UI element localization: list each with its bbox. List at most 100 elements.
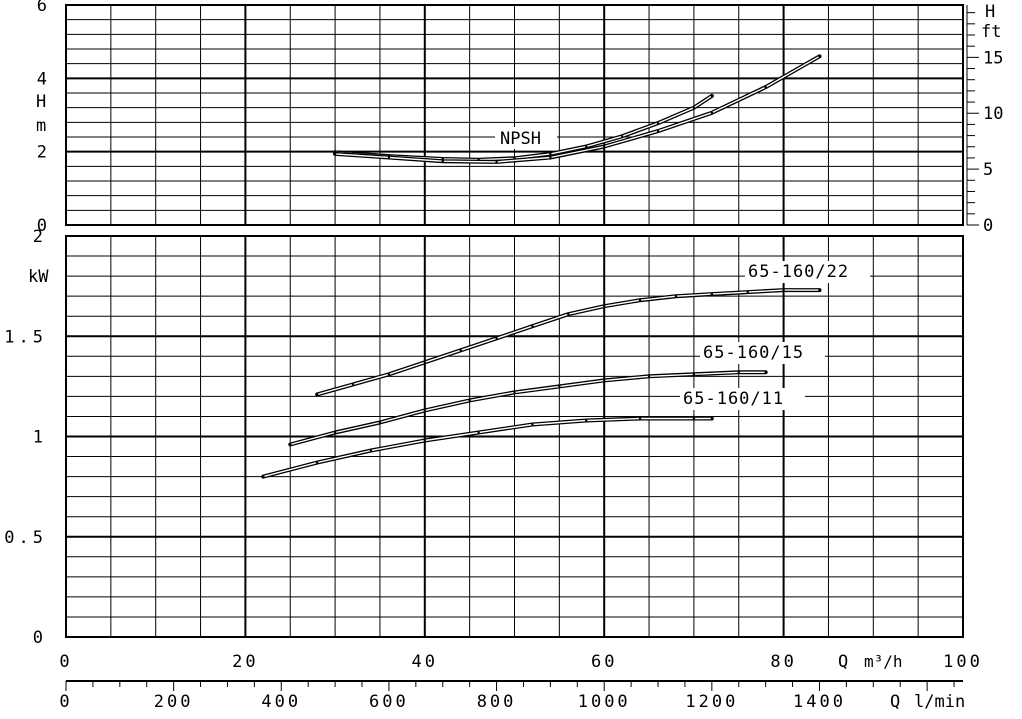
x-secondary-tick-label: 200 <box>154 692 194 712</box>
ft-tick-label: 0 <box>983 216 993 236</box>
power-ytick-label: 0.5 <box>4 528 47 548</box>
npsh-curve-1-point <box>549 152 552 156</box>
x-primary-tick-label: 60 <box>591 652 617 672</box>
x-secondary-tick-label: 0 <box>59 692 72 712</box>
x-secondary-tick-label: 600 <box>369 692 409 712</box>
x-secondary-tick-label: 1400 <box>793 692 846 712</box>
power-curve-2-point <box>647 375 651 378</box>
power-curve-2-point <box>468 399 471 402</box>
x-secondary-tick-label: 800 <box>477 692 517 712</box>
npsh-curve-2-outline <box>333 54 822 164</box>
ft-tick-label: 15 <box>983 48 1003 68</box>
power-curve-1-point <box>638 298 642 302</box>
npsh-ytick-label: 4 <box>37 69 47 89</box>
x-primary-tick-label: 100 <box>943 652 983 672</box>
x-secondary-tick-label: 1000 <box>578 692 631 712</box>
npsh-ytick-label: 2 <box>37 143 47 163</box>
npsh-ylabel: H <box>36 92 46 112</box>
power-curve-1-point <box>782 288 785 292</box>
npsh-frame <box>65 4 964 226</box>
power-curve-1-point <box>818 288 821 292</box>
power-curve-3-point <box>710 417 714 420</box>
npsh-curve-2-point <box>549 156 552 159</box>
npsh-right-label: H <box>985 2 995 22</box>
power-curve-2-point <box>423 409 426 412</box>
power-curve-2-point <box>737 371 740 374</box>
x-primary-unit: m³/h <box>864 652 903 671</box>
series-label-65-160/15: 65-160/15 <box>703 343 804 363</box>
npsh-curve-2-point <box>603 145 606 148</box>
x-primary-tick-label: 40 <box>412 652 438 672</box>
series-label-bg <box>745 261 870 283</box>
power-ylabel: kW <box>28 267 49 287</box>
power-curve-2-inner <box>289 371 767 446</box>
npsh-curve-2-inner <box>334 55 821 163</box>
power-curve-2-point <box>692 373 696 376</box>
power-curve-1-point <box>315 393 319 396</box>
power-curve-3-point <box>692 417 696 420</box>
power-curve-3-inner <box>262 417 713 478</box>
power-curve-1-point <box>710 292 714 296</box>
ft-tick-label: 5 <box>983 160 993 180</box>
power-curve-1-point <box>603 304 606 308</box>
power-curve-3-point <box>477 431 480 434</box>
ft-tick-label: 10 <box>983 104 1003 124</box>
power-curve-3-point <box>369 449 373 452</box>
power-curve-2-point <box>333 431 337 434</box>
power-curve-1-point <box>351 383 355 386</box>
npsh-yunit: m <box>36 116 46 136</box>
npsh-curve-2-point <box>818 55 821 58</box>
power-curve-1-point <box>531 325 534 328</box>
series-label-65-160/22: 65-160/22 <box>748 262 849 282</box>
npsh-curve-2-point <box>333 152 337 156</box>
power-curve-1-point <box>746 290 749 294</box>
power-curve-1-point <box>567 312 570 316</box>
npsh-curve-1-point <box>692 106 696 109</box>
power-curve-1-point <box>387 373 391 376</box>
power-curve-3-point <box>262 475 265 478</box>
power-curve-1-point <box>674 294 678 298</box>
npsh-curve-1-point <box>656 121 660 125</box>
npsh-curve-2-point <box>656 129 660 133</box>
curves-layer: 65-160/22 65-160/15 65-160/11 <box>261 54 870 479</box>
power-ytick-label: 2 <box>33 227 47 247</box>
power-curve-2-point <box>558 385 561 388</box>
power-curve-2-point <box>603 379 606 382</box>
npsh-curve-2-point <box>764 85 767 89</box>
power-curve-1-point <box>495 337 498 340</box>
npsh-curve-2-point <box>710 111 714 115</box>
series-label-bg <box>700 342 825 364</box>
power-curve-1-point <box>459 349 462 352</box>
power-curve-2-point <box>289 443 292 446</box>
npsh-curve-2-point <box>441 160 444 163</box>
npsh-ytick-label: 0 <box>37 216 47 236</box>
npsh-curve-1-point <box>585 145 588 148</box>
x-primary-tick-label: 80 <box>770 652 796 672</box>
x-secondary-tick-label: 1200 <box>685 692 738 712</box>
power-curve-2-point <box>378 421 382 424</box>
npsh-curve-1-point <box>710 94 714 98</box>
power-ytick-label: 1 <box>33 428 47 448</box>
x-primary-label: Q <box>838 652 848 672</box>
power-curve-3-point <box>585 419 588 422</box>
series-label-65-160/11: 65-160/11 <box>683 389 784 409</box>
npsh-curve-2-point <box>387 156 391 159</box>
power-curve-1-point <box>423 361 426 364</box>
npsh-ytick-label: 6 <box>37 0 47 16</box>
x-secondary-label: Q <box>890 692 900 712</box>
series-label-bg <box>680 388 805 410</box>
power-curve-2-point <box>513 391 516 394</box>
power-frame <box>65 235 964 638</box>
power-curve-3-point <box>315 461 319 464</box>
power-curve-3-outline <box>261 416 714 479</box>
power-ytick-label: 0 <box>33 628 47 648</box>
power-curve-3-point <box>423 439 426 442</box>
npsh-curve-2-point <box>495 160 498 164</box>
npsh-annotation: NPSH <box>500 129 541 149</box>
power-curve-3-point <box>638 417 642 420</box>
npsh-annotation-box: NPSH <box>495 127 557 149</box>
x-primary-tick-label: 20 <box>232 652 258 672</box>
x-secondary-tick-label: 400 <box>261 692 301 712</box>
